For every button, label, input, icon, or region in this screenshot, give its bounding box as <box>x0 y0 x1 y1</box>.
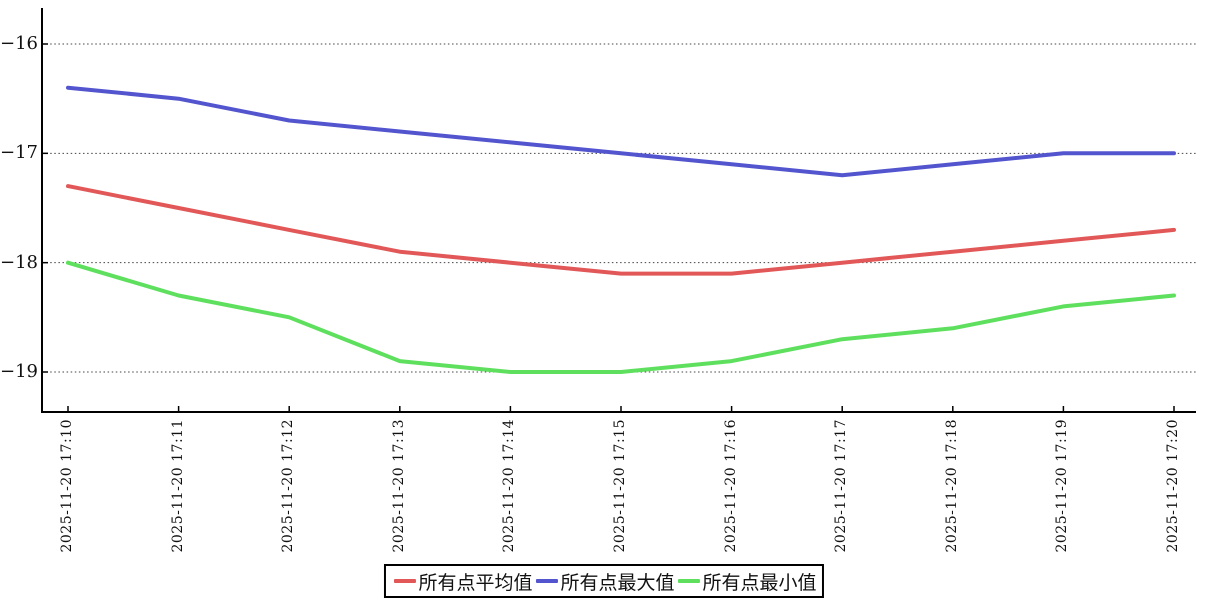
x-tick-label: 2025-11-20 17:18 <box>943 419 960 553</box>
y-tick-label: −19 <box>0 360 38 382</box>
legend-label: 所有点最大值 <box>560 571 675 594</box>
x-tick-label: 2025-11-20 17:10 <box>59 419 75 553</box>
y-tick-label: −18 <box>0 251 38 273</box>
y-tick-label: −16 <box>0 33 38 54</box>
legend-label: 所有点最小值 <box>702 571 817 594</box>
series-line-max <box>66 85 1176 178</box>
legend-swatch-average <box>393 579 416 583</box>
y-tick-label: −17 <box>0 142 38 164</box>
x-tick-label: 2025-11-20 17:11 <box>169 419 186 553</box>
x-tick-label: 2025-11-20 17:15 <box>612 419 628 553</box>
legend-item-average: 所有点平均值 <box>390 568 532 595</box>
x-tick-label: 2025-11-20 17:17 <box>833 419 850 553</box>
x-tick-label: 2025-11-20 17:12 <box>280 419 297 553</box>
legend-label: 所有点平均值 <box>418 571 533 594</box>
x-tick-label: 2025-11-20 17:14 <box>501 419 518 553</box>
legend-item-min: 所有点最小值 <box>675 568 817 595</box>
x-tick-label: 2025-11-20 17:13 <box>390 419 407 553</box>
series-line-average <box>66 184 1176 276</box>
legend-swatch-max <box>535 579 558 583</box>
x-tick-label: 2025-11-20 17:20 <box>1165 419 1181 553</box>
legend-swatch-min <box>677 579 700 583</box>
x-tick-label: 2025-11-20 17:16 <box>722 419 739 553</box>
legend: 所有点平均值 所有点最大值 所有点最小值 <box>383 564 824 598</box>
x-tick-label: 2025-11-20 17:19 <box>1054 419 1071 553</box>
series-line-min <box>66 260 1176 374</box>
legend-item-max: 所有点最大值 <box>532 568 675 595</box>
